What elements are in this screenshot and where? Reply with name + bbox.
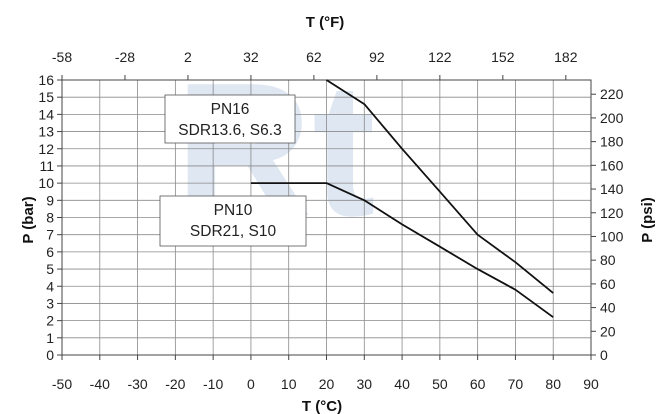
y2-tick-label: 80 <box>600 252 616 268</box>
y-tick-label: 11 <box>39 158 54 174</box>
series-line-pn16 <box>326 79 554 294</box>
x-tick-label: 80 <box>545 376 561 392</box>
x-tick-label: 60 <box>470 376 486 392</box>
y2-tick-label: 60 <box>600 276 616 292</box>
y2-tick-label: 180 <box>600 134 624 150</box>
y-tick-label: 10 <box>38 175 54 191</box>
x2-tick-label: 152 <box>491 49 515 65</box>
y2-tick-labels: 0 20 40 60 80 100 120 140 160 180 200 220 <box>600 86 624 363</box>
x-tick-label: 40 <box>394 376 410 392</box>
annotation-box <box>159 195 307 247</box>
x-tick-label: 10 <box>281 376 297 392</box>
y-tick-label: 8 <box>46 210 54 226</box>
tick-marks <box>57 75 596 360</box>
y-tick-label: 6 <box>46 244 54 260</box>
x-tick-label: -30 <box>127 376 147 392</box>
y2-tick-label: 120 <box>600 205 624 221</box>
y-tick-label: 15 <box>38 89 54 105</box>
y2-tick-label: 20 <box>600 323 616 339</box>
y-tick-label: 16 <box>38 72 54 88</box>
x-tick-label: -40 <box>90 376 110 392</box>
x-tick-label: -10 <box>203 376 223 392</box>
annotation-text: PN10 <box>214 202 253 219</box>
x2-tick-label: -28 <box>115 49 135 65</box>
x-axis-title: T (°C) <box>302 398 342 414</box>
x-tick-labels: -50 -40 -30 -20 -10 0 10 20 30 40 50 60 70 80 90 <box>52 376 599 392</box>
y-axis-title: P (bar) <box>20 196 37 243</box>
annotation-pn10: PN10 SDR21, S10 <box>159 195 307 247</box>
y-tick-label: 4 <box>46 278 54 294</box>
y-tick-label: 5 <box>46 261 54 277</box>
annotation-box <box>164 94 296 144</box>
y-tick-label: 9 <box>46 192 54 208</box>
series-lines <box>250 79 554 318</box>
y-tick-label: 0 <box>46 347 54 363</box>
x2-tick-label: 62 <box>306 49 322 65</box>
y2-tick-label: 160 <box>600 157 624 173</box>
y-tick-label: 14 <box>38 106 54 122</box>
series-line-pn10 <box>250 182 554 318</box>
annotations: PN16 SDR13.6, S6.3 PN10 SDR21, S10 <box>159 94 307 247</box>
annotation-pn16: PN16 SDR13.6, S6.3 <box>164 94 296 144</box>
x2-tick-labels: -58 -28 2 32 62 92 122 152 182 <box>52 49 578 65</box>
y2-tick-label: 140 <box>600 181 624 197</box>
x-tick-label: -20 <box>165 376 185 392</box>
annotation-text: SDR21, S10 <box>190 223 277 240</box>
x-tick-label: 20 <box>319 376 335 392</box>
y2-tick-label: 40 <box>600 300 616 316</box>
grid <box>62 80 591 355</box>
x-tick-label: 0 <box>247 376 255 392</box>
x2-axis-title: T (°F) <box>306 14 344 31</box>
y2-tick-label: 0 <box>600 347 608 363</box>
y-tick-label: 7 <box>46 227 54 243</box>
x-tick-label: -50 <box>52 376 72 392</box>
x-tick-label: 90 <box>583 376 599 392</box>
y2-tick-label: 200 <box>600 110 624 126</box>
x-tick-label: 30 <box>356 376 372 392</box>
annotation-text: SDR13.6, S6.3 <box>178 122 281 139</box>
y-tick-label: 13 <box>38 124 54 140</box>
x2-tick-label: 122 <box>428 49 452 65</box>
x2-tick-label: 92 <box>369 49 385 65</box>
x-tick-label: 50 <box>432 376 448 392</box>
x-tick-label: 70 <box>508 376 524 392</box>
y-tick-label: 1 <box>46 330 54 346</box>
y2-tick-label: 220 <box>600 86 624 102</box>
y2-axis-title: P (psi) <box>639 197 656 243</box>
y-tick-label: 12 <box>38 141 54 157</box>
x2-tick-label: 32 <box>243 49 259 65</box>
y2-tick-label: 100 <box>600 228 624 244</box>
x2-tick-label: 182 <box>554 49 578 65</box>
x2-tick-label: -58 <box>52 49 72 65</box>
x2-tick-label: 2 <box>184 49 192 65</box>
y-tick-label: 3 <box>46 295 54 311</box>
annotation-text: PN16 <box>211 101 250 118</box>
y-tick-label: 2 <box>46 313 54 329</box>
